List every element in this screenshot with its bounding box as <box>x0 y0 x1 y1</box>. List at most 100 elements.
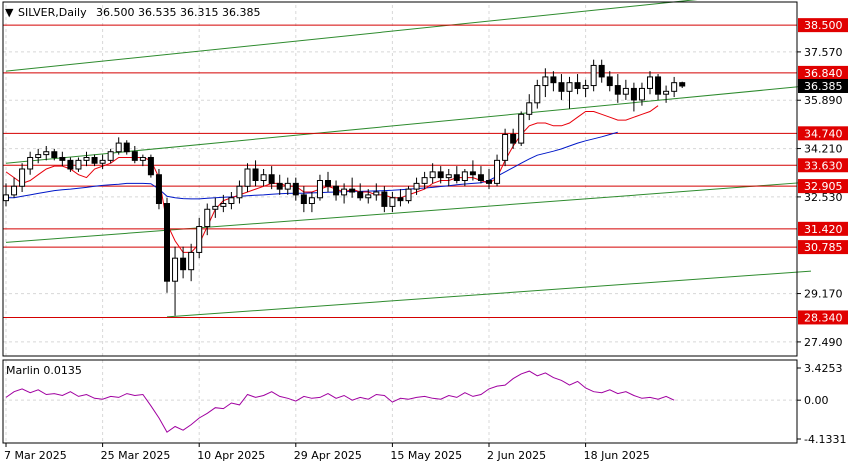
candle-body <box>429 171 436 179</box>
candle-body <box>67 159 74 170</box>
indicator-label: Marlin 0.0135 <box>6 364 82 377</box>
candle-body <box>260 174 267 181</box>
level-badge-label: 38.500 <box>804 19 843 32</box>
marlin-line <box>5 370 675 433</box>
level-badge <box>798 310 848 325</box>
candle-body <box>123 142 130 153</box>
candle-body <box>437 171 444 179</box>
candle-body <box>486 180 492 184</box>
indicator-tick-label: 0.00 <box>804 394 829 407</box>
price-tick-label: 37.570 <box>804 46 843 59</box>
candle-body <box>534 85 541 104</box>
candle-body <box>647 76 653 89</box>
candle-body <box>606 76 613 87</box>
candle-body <box>477 174 484 181</box>
candle-body <box>236 185 243 199</box>
candle-body <box>566 82 573 92</box>
candle-body <box>373 191 380 196</box>
candle-body <box>445 174 452 179</box>
candle-body <box>228 197 235 205</box>
candle-body <box>59 156 66 161</box>
current-price-badge <box>798 78 848 93</box>
candle-body <box>212 205 219 210</box>
candle-body <box>469 171 476 176</box>
level-badge-label: 31.420 <box>804 223 843 236</box>
time-tick-label: 25 Mar 2025 <box>101 449 171 462</box>
level-badge-label: 30.785 <box>804 241 843 254</box>
candle-body <box>341 188 348 196</box>
candle-body <box>333 185 340 196</box>
candle-body <box>510 133 517 144</box>
price-tick-label: 29.170 <box>804 288 843 301</box>
level-badge <box>798 221 848 236</box>
candle-body <box>107 151 114 161</box>
candle-body <box>27 156 34 170</box>
candle-body <box>188 251 195 271</box>
candle-body <box>389 197 396 207</box>
level-badge <box>798 126 848 141</box>
candle-body <box>284 182 291 190</box>
candle-body <box>381 191 388 207</box>
channel-line <box>5 85 812 164</box>
candle-body <box>638 87 645 101</box>
marlin-indicator <box>5 370 675 433</box>
candle-body <box>405 188 412 202</box>
candle-body <box>300 194 307 205</box>
indicator-tick-label: -4.1331 <box>804 433 846 446</box>
time-tick-label: 29 Apr 2025 <box>294 449 362 462</box>
candle-body <box>453 174 460 181</box>
candle-body <box>558 82 565 92</box>
candle-body <box>679 82 686 87</box>
candle-body <box>308 197 315 205</box>
candle-body <box>252 168 259 182</box>
candle-body <box>131 151 138 161</box>
candle-body <box>614 85 621 95</box>
candle-body <box>292 182 299 196</box>
time-tick-label: 15 May 2025 <box>390 449 462 462</box>
candle-body <box>357 191 364 199</box>
main-panel-frame <box>2 1 798 357</box>
candle-body <box>349 188 356 193</box>
candle-body <box>155 174 162 205</box>
panel-frames <box>2 1 798 444</box>
channel-line <box>5 181 812 243</box>
candle-body <box>19 168 26 187</box>
candle-body <box>461 171 468 181</box>
candle-body <box>75 159 82 170</box>
time-axis: 7 Mar 2025 25 Mar 2025 10 Apr 2025 29 Apr 2… <box>4 443 650 462</box>
level-badge-label: 32.905 <box>804 180 843 193</box>
candle-body <box>582 85 589 89</box>
candle-body <box>276 182 283 190</box>
candle-body <box>268 174 275 184</box>
price-tick-label: 35.890 <box>804 94 843 107</box>
candle-body <box>365 194 372 199</box>
level-badge <box>798 158 848 173</box>
candle-body <box>325 180 331 187</box>
level-badge <box>798 65 848 80</box>
collapse-arrow-icon[interactable]: ▼ <box>5 6 14 19</box>
candle-body <box>590 64 597 87</box>
candle-body <box>542 76 549 87</box>
candle-body <box>663 90 670 95</box>
candles <box>3 59 686 316</box>
indicator-panel-frame <box>2 359 798 444</box>
price-tick-label: 34.210 <box>804 143 843 156</box>
candle-body <box>397 197 404 202</box>
candle-body <box>164 203 170 282</box>
candle-body <box>550 76 557 84</box>
moving-average-red <box>5 105 659 253</box>
candle-body <box>655 76 662 95</box>
candle-body <box>99 159 106 164</box>
candle-body <box>494 159 501 184</box>
candle-body <box>83 156 90 161</box>
candle-body <box>43 151 50 156</box>
candle-body <box>180 257 187 271</box>
candle-body <box>244 168 251 187</box>
candle-body <box>172 257 179 282</box>
candle-body <box>3 194 9 202</box>
level-badge-label: 36.840 <box>804 67 843 80</box>
price-tick-label: 27.490 <box>804 336 843 349</box>
channel-line <box>166 270 812 318</box>
candle-body <box>421 177 428 184</box>
